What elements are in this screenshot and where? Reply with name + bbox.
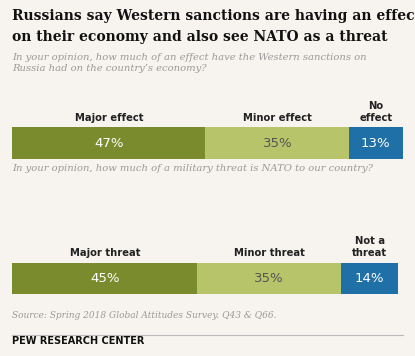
Bar <box>12 263 197 294</box>
Bar <box>205 127 349 159</box>
Text: 35%: 35% <box>263 137 292 150</box>
Text: In your opinion, how much of a military threat is NATO to our country?: In your opinion, how much of a military … <box>12 164 374 173</box>
Text: 13%: 13% <box>361 137 391 150</box>
Bar <box>12 127 205 159</box>
Text: No
effect: No effect <box>359 101 393 123</box>
Text: Russians say Western sanctions are having an effect: Russians say Western sanctions are havin… <box>12 9 415 23</box>
Text: 47%: 47% <box>94 137 124 150</box>
Text: PEW RESEARCH CENTER: PEW RESEARCH CENTER <box>12 336 145 346</box>
Text: Source: Spring 2018 Global Attitudes Survey. Q43 & Q66.: Source: Spring 2018 Global Attitudes Sur… <box>12 312 277 320</box>
Bar <box>197 263 341 294</box>
Text: 14%: 14% <box>355 272 384 285</box>
Text: on their economy and also see NATO as a threat: on their economy and also see NATO as a … <box>12 30 388 44</box>
Bar <box>349 127 403 159</box>
Text: Minor threat: Minor threat <box>234 248 305 258</box>
Text: Minor effect: Minor effect <box>243 113 312 123</box>
Text: Major effect: Major effect <box>75 113 143 123</box>
Text: 45%: 45% <box>90 272 120 285</box>
Text: Not a
threat: Not a threat <box>352 236 387 258</box>
Text: Major threat: Major threat <box>70 248 140 258</box>
Bar <box>341 263 398 294</box>
Text: In your opinion, how much of an effect have the Western sanctions on
Russia had : In your opinion, how much of an effect h… <box>12 53 367 73</box>
Text: 35%: 35% <box>254 272 284 285</box>
